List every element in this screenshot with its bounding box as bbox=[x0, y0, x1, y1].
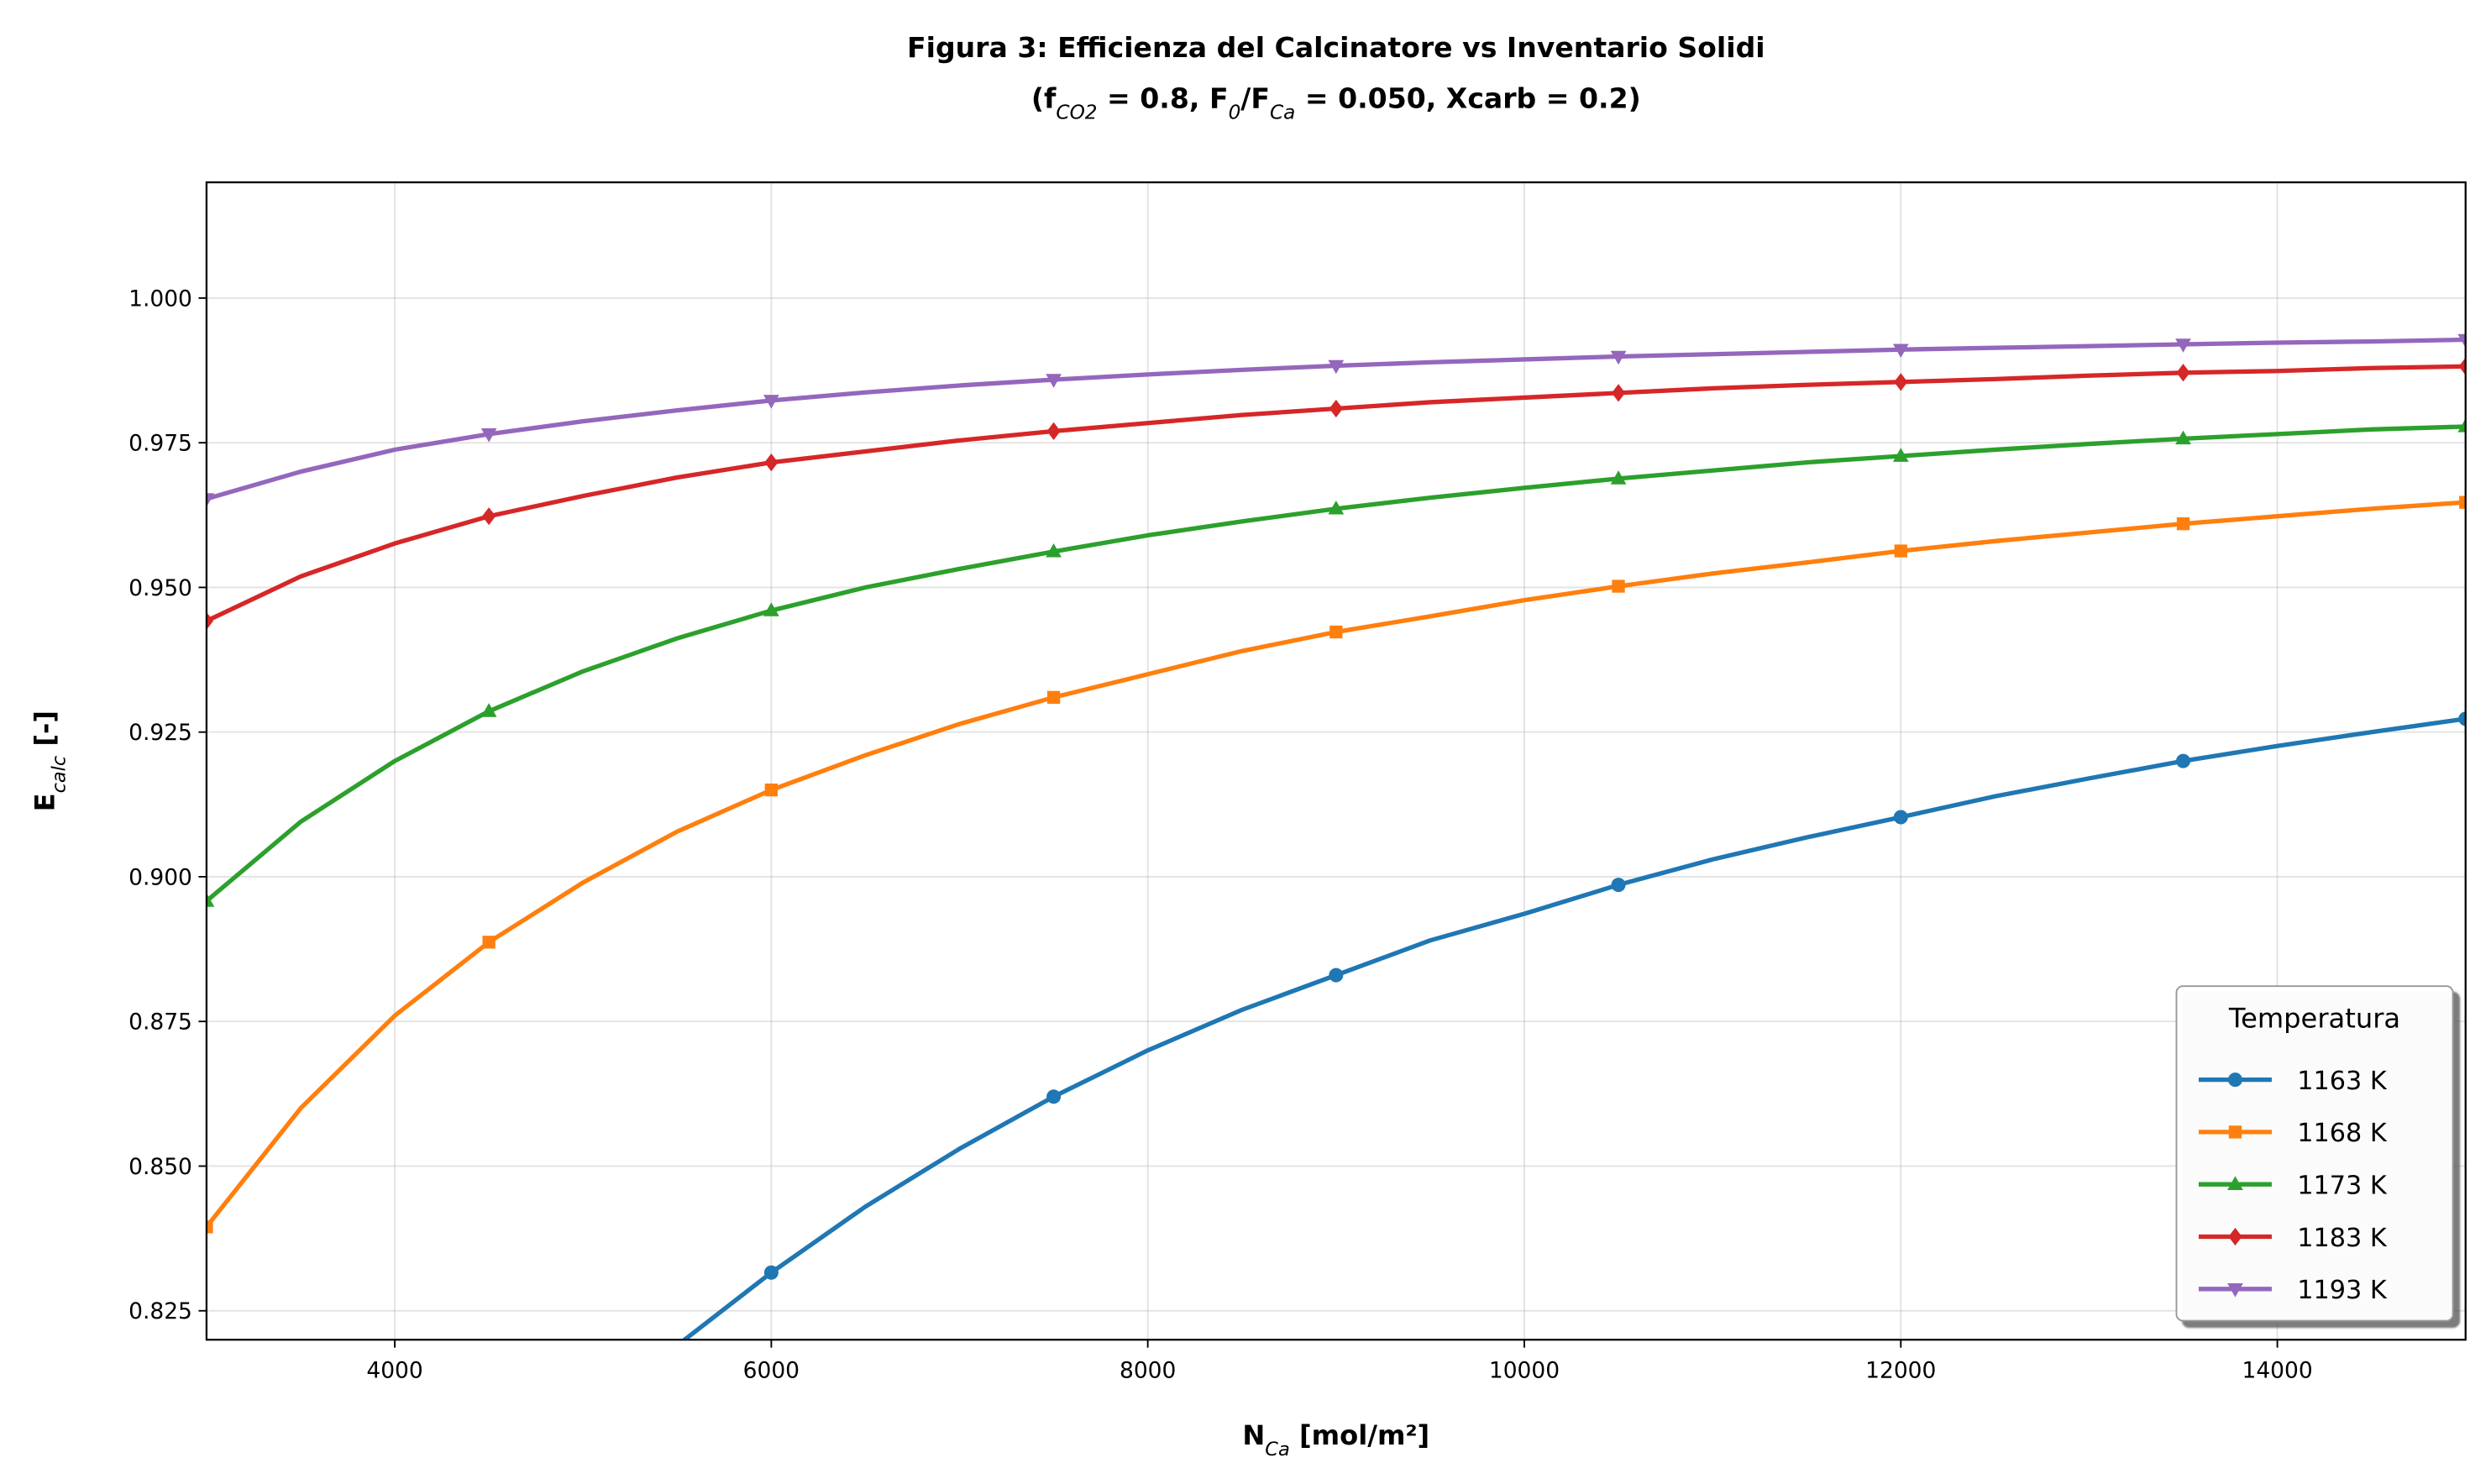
marker bbox=[1329, 967, 1344, 983]
chart-subtitle-sub: Ca bbox=[1270, 102, 1295, 123]
y-tick-label: 0.950 bbox=[128, 575, 192, 601]
chart-title: Figura 3: Efficienza del Calcinatore vs … bbox=[907, 31, 1765, 64]
plot-frame bbox=[205, 181, 2467, 1341]
marker bbox=[1328, 359, 1345, 375]
y-tick-label: 0.900 bbox=[128, 864, 192, 890]
marker bbox=[1611, 878, 1626, 893]
x-axis-label-part: [mol/m²] bbox=[1290, 1419, 1429, 1451]
legend-label: 1163 K bbox=[2297, 1067, 2388, 1096]
marker bbox=[2175, 430, 2191, 445]
marker bbox=[480, 703, 497, 717]
y-tick-label: 0.825 bbox=[128, 1298, 192, 1324]
x-tick-label: 14000 bbox=[2242, 1358, 2312, 1384]
marker bbox=[2175, 753, 2191, 768]
marker bbox=[2176, 517, 2190, 531]
chart-subtitle-part: = 0.8, F bbox=[1098, 81, 1229, 114]
marker bbox=[1893, 810, 1908, 825]
x-axis-label-part: N bbox=[1242, 1419, 1265, 1451]
marker bbox=[1046, 1089, 1062, 1104]
marker bbox=[1892, 343, 1909, 359]
legend-label: 1183 K bbox=[2297, 1224, 2388, 1253]
plot-area bbox=[206, 333, 2466, 1340]
y-tick-label: 0.875 bbox=[128, 1009, 192, 1036]
legend-marker bbox=[2227, 1283, 2243, 1298]
y-axis-label-part: [-] bbox=[29, 711, 60, 756]
marker bbox=[1894, 544, 1907, 558]
legend-label: 1193 K bbox=[2297, 1276, 2388, 1305]
marker bbox=[206, 1220, 213, 1234]
chart-subtitle-part: (f bbox=[1031, 81, 1057, 114]
legend-label: 1173 K bbox=[2297, 1172, 2388, 1201]
marker bbox=[206, 493, 215, 507]
chart-subtitle-sub: 0 bbox=[1229, 102, 1241, 123]
legend-box bbox=[2175, 985, 2454, 1322]
marker bbox=[764, 453, 779, 472]
legend-marker bbox=[2227, 1176, 2243, 1190]
marker bbox=[2457, 333, 2466, 349]
y-axis-label-part: E bbox=[29, 793, 60, 811]
chart-subtitle-part: /F bbox=[1240, 81, 1270, 114]
legend-marker bbox=[2228, 1227, 2242, 1246]
x-tick-label: 6000 bbox=[743, 1358, 800, 1384]
marker bbox=[1610, 470, 1627, 485]
y-tick-label: 0.975 bbox=[128, 431, 192, 457]
marker bbox=[1328, 500, 1345, 515]
marker bbox=[2458, 711, 2466, 726]
legend-marker bbox=[2228, 1125, 2242, 1139]
marker bbox=[1611, 384, 1626, 402]
legend-marker bbox=[2227, 1072, 2242, 1088]
chart-subtitle: (fCO2 = 0.8, F0/FCa = 0.050, Xcarb = 0.2… bbox=[1031, 81, 1641, 123]
marker bbox=[2175, 338, 2191, 353]
x-tick-label: 8000 bbox=[1120, 1358, 1176, 1384]
marker bbox=[1046, 543, 1062, 558]
marker bbox=[1046, 374, 1062, 388]
legend-label: 1168 K bbox=[2297, 1119, 2388, 1148]
marker bbox=[482, 507, 496, 526]
marker bbox=[206, 611, 213, 631]
marker bbox=[763, 395, 779, 409]
marker bbox=[482, 936, 496, 949]
y-axis-label-sub: calc bbox=[48, 755, 70, 793]
marker bbox=[1610, 350, 1627, 365]
chart-subtitle-part: = 0.050, Xcarb = 0.2) bbox=[1295, 81, 1640, 114]
x-tick-label: 4000 bbox=[366, 1358, 422, 1384]
marker bbox=[1612, 579, 1625, 593]
y-axis-label: Ecalc [-] bbox=[29, 711, 70, 811]
marker bbox=[2176, 364, 2190, 382]
chart-subtitle-sub: CO2 bbox=[1056, 102, 1097, 123]
marker bbox=[763, 602, 779, 616]
y-tick-label: 1.000 bbox=[128, 286, 192, 312]
legend: Temperatura 1163 K 1168 K 1173 K 1183 K 1193 … bbox=[2175, 985, 2454, 1322]
x-axis-label: NCa [mol/m²] bbox=[1242, 1419, 1429, 1460]
marker bbox=[764, 783, 779, 797]
marker bbox=[763, 1265, 779, 1280]
x-tick-label: 10000 bbox=[1489, 1358, 1560, 1384]
y-tick-label: 0.850 bbox=[128, 1154, 192, 1180]
marker bbox=[2459, 496, 2466, 509]
marker bbox=[1046, 422, 1061, 441]
marker bbox=[2457, 418, 2466, 433]
x-tick-label: 12000 bbox=[1865, 1358, 1936, 1384]
y-tick-label: 0.925 bbox=[128, 720, 192, 746]
x-axis-label-sub: Ca bbox=[1265, 1439, 1289, 1460]
marker bbox=[1892, 448, 1909, 462]
marker bbox=[1329, 625, 1343, 639]
marker bbox=[1046, 690, 1061, 705]
legend-title: Temperatura bbox=[2228, 1002, 2400, 1034]
marker bbox=[2458, 357, 2466, 375]
marker bbox=[206, 893, 215, 907]
marker bbox=[480, 428, 497, 443]
